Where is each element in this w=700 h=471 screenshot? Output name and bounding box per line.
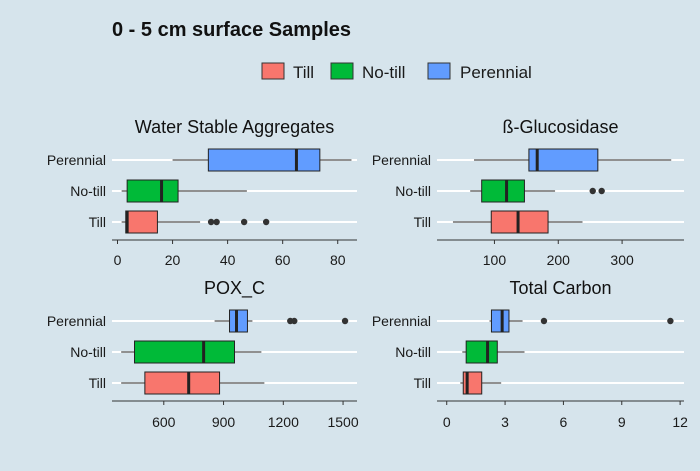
- outlier-point: [291, 317, 298, 325]
- category-label-perennial: Perennial: [47, 152, 106, 168]
- outlier-point: [207, 218, 215, 226]
- box-no-till: [470, 179, 605, 203]
- x-tick-label: 300: [610, 252, 634, 268]
- legend-key-no-till: [330, 62, 354, 80]
- iqr-box: [465, 340, 498, 364]
- x-tick-label: 20: [165, 252, 181, 268]
- panel-water-stable-aggregates: Water Stable Aggregates Till No-till Perenn…: [47, 117, 357, 268]
- box-till: [121, 371, 265, 395]
- outlier-point: [540, 317, 548, 325]
- x-tick-label: 1200: [268, 414, 299, 430]
- x-tick-label: 60: [275, 252, 291, 268]
- x-tick-label: 0: [443, 414, 451, 430]
- panel-glucosidase: ß-Glucosidase Till No-till Perennial 100 200 3…: [372, 117, 684, 268]
- category-label-no-till: No-till: [70, 344, 106, 360]
- legend-label-perennial: Perennial: [460, 63, 532, 82]
- category-label-till: Till: [414, 214, 431, 230]
- iqr-box: [144, 371, 221, 395]
- outlier-point: [262, 218, 270, 226]
- x-tick-label: 100: [483, 252, 507, 268]
- panel-title: POX_C: [204, 278, 265, 299]
- legend-key-perennial: [427, 62, 451, 80]
- iqr-box: [490, 309, 510, 333]
- iqr-box: [490, 210, 549, 234]
- iqr-box: [207, 148, 321, 172]
- iqr-box: [481, 179, 525, 203]
- x-tick-label: 900: [212, 414, 236, 430]
- category-label-perennial: Perennial: [372, 313, 431, 329]
- box-perennial: [172, 148, 352, 172]
- category-label-no-till: No-till: [395, 344, 431, 360]
- x-tick-label: 3: [501, 414, 509, 430]
- outlier-point: [667, 317, 674, 325]
- panel-total-carbon: Total Carbon Till No-till Perennial 0 3 6 9 12: [372, 278, 688, 430]
- box-till: [460, 371, 502, 395]
- box-perennial: [489, 309, 674, 333]
- legend-label-till: Till: [293, 63, 314, 82]
- outlier-point: [589, 187, 596, 195]
- outlier-point: [598, 187, 605, 195]
- x-tick-label: 0: [114, 252, 122, 268]
- panel-title: ß-Glucosidase: [502, 117, 618, 137]
- x-tick-label: 9: [618, 414, 626, 430]
- category-label-perennial: Perennial: [372, 152, 431, 168]
- figure-title: 0 - 5 cm surface Samples: [112, 19, 351, 41]
- panel-title: Total Carbon: [509, 278, 611, 298]
- category-label-perennial: Perennial: [47, 313, 106, 329]
- box-till: [121, 210, 270, 234]
- category-label-no-till: No-till: [395, 183, 431, 199]
- box-no-till: [462, 340, 525, 364]
- legend: Till No-till Perennial: [261, 62, 532, 82]
- x-tick-label: 40: [220, 252, 236, 268]
- x-tick-label: 6: [560, 414, 568, 430]
- iqr-box: [229, 309, 248, 333]
- outlier-point: [341, 317, 349, 325]
- category-label-till: Till: [89, 214, 106, 230]
- outlier-point: [213, 218, 220, 226]
- iqr-box: [528, 148, 599, 172]
- x-tick-label: 600: [152, 414, 176, 430]
- box-perennial: [214, 309, 349, 333]
- box-perennial: [474, 148, 672, 172]
- category-label-till: Till: [414, 375, 431, 391]
- panels: Water Stable Aggregates Till No-till Perenn…: [47, 117, 688, 430]
- x-tick-label: 200: [547, 252, 571, 268]
- panel-title: Water Stable Aggregates: [135, 117, 334, 137]
- iqr-box: [126, 179, 179, 203]
- box-no-till: [121, 340, 262, 364]
- box-till: [452, 210, 583, 234]
- box-no-till: [121, 179, 247, 203]
- legend-key-till: [261, 62, 285, 80]
- category-label-no-till: No-till: [70, 183, 106, 199]
- x-tick-label: 1500: [327, 414, 358, 430]
- x-tick-label: 12: [672, 414, 688, 430]
- category-label-till: Till: [89, 375, 106, 391]
- iqr-box: [134, 340, 235, 364]
- iqr-box: [125, 210, 158, 234]
- legend-label-no-till: No-till: [362, 63, 405, 82]
- panel-pox-c: POX_C Till No-till Perennial 600 900 1200 1500: [47, 278, 359, 430]
- x-tick-label: 80: [330, 252, 346, 268]
- outlier-point: [240, 218, 248, 226]
